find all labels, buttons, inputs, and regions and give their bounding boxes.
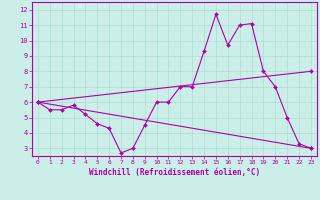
X-axis label: Windchill (Refroidissement éolien,°C): Windchill (Refroidissement éolien,°C) (89, 168, 260, 177)
